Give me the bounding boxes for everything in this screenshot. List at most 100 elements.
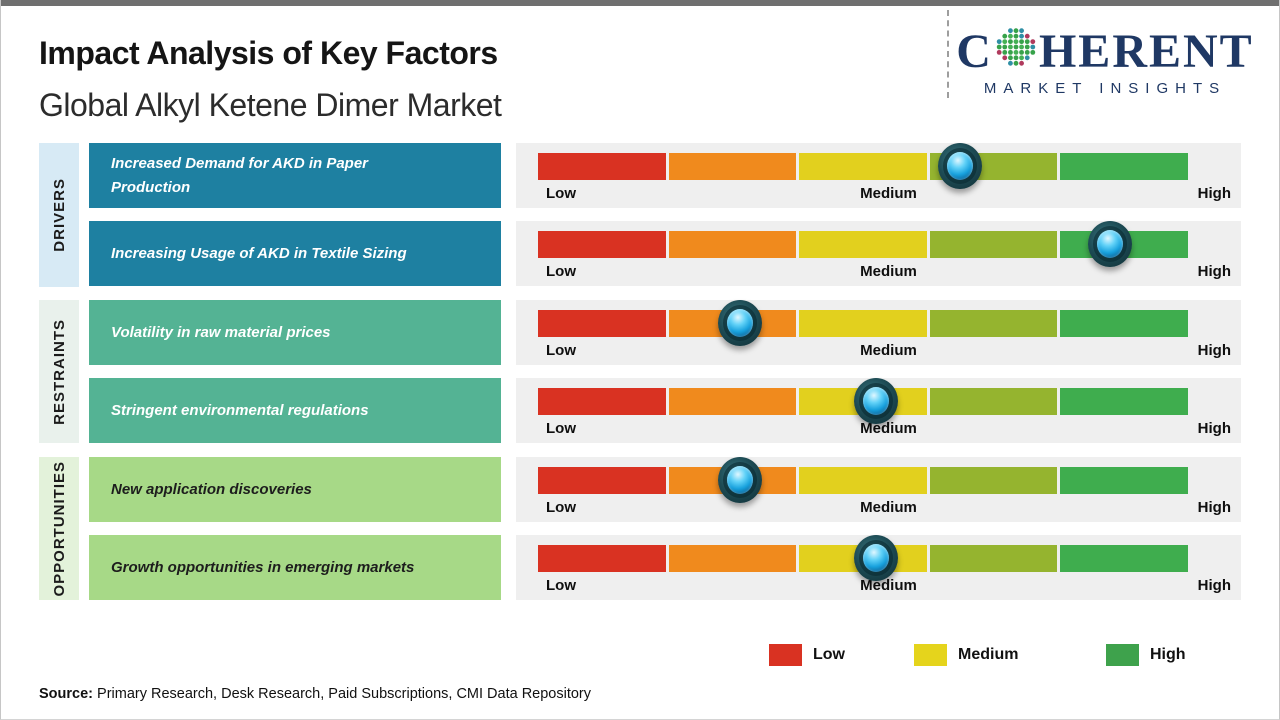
- bar-segment: [1060, 153, 1188, 180]
- scale-label-medium: Medium: [860, 185, 917, 202]
- scale-labels: Low Medium High: [546, 185, 1231, 202]
- brand-logo: C HERENT MARKET INSIGHTS: [955, 26, 1255, 97]
- impact-marker[interactable]: [717, 300, 762, 346]
- impact-track: Low Medium High: [516, 378, 1241, 443]
- source-text: Primary Research, Desk Research, Paid Su…: [93, 686, 592, 702]
- factor-label-line: Increased Demand for AKD in Paper: [111, 155, 369, 173]
- factor-box-raw-material-prices: Volatility in raw material prices: [89, 300, 501, 365]
- brand-letters-herent: HERENT: [1038, 24, 1254, 78]
- impact-track: Low Medium High: [516, 457, 1241, 522]
- source-note: Source: Primary Research, Desk Research,…: [39, 686, 591, 702]
- scale-label-medium: Medium: [860, 577, 917, 594]
- factor-box-new-applications: New application discoveries: [89, 457, 501, 522]
- impact-bar: [538, 378, 1188, 424]
- scale-label-high: High: [1197, 185, 1231, 202]
- bar-segment: [929, 545, 1058, 572]
- legend-label-low: Low: [813, 646, 845, 663]
- impact-marker[interactable]: [717, 457, 762, 503]
- bar-segment: [668, 231, 797, 258]
- scale-label-low: Low: [546, 263, 576, 280]
- bar-segment: [929, 310, 1058, 337]
- group-strip-restraints: RESTRAINTS: [39, 300, 79, 443]
- bar-segment: [929, 467, 1058, 494]
- scale-label-medium: Medium: [860, 420, 917, 437]
- bar-segment: [929, 231, 1058, 258]
- scale-label-high: High: [1197, 263, 1231, 280]
- legend-swatch-medium: [914, 644, 947, 666]
- brand-letter-c: C: [956, 24, 993, 78]
- factor-box-paper-production: Increased Demand for AKD in Paper Produc…: [89, 143, 501, 208]
- legend-item-high: High: [1106, 644, 1186, 666]
- bar-segment: [1060, 310, 1188, 337]
- bar-segment: [538, 388, 666, 415]
- scale-label-low: Low: [546, 499, 576, 516]
- legend-item-medium: Medium: [914, 644, 1018, 666]
- factor-box-emerging-markets: Growth opportunities in emerging markets: [89, 535, 501, 600]
- bar-segment: [799, 467, 927, 494]
- legend-swatch-high: [1106, 644, 1139, 666]
- bar-segment: [668, 153, 797, 180]
- source-label: Source:: [39, 686, 93, 702]
- bar-segment: [538, 467, 666, 494]
- scale-label-medium: Medium: [860, 499, 917, 516]
- scale-labels: Low Medium High: [546, 499, 1231, 516]
- impact-marker[interactable]: [854, 378, 898, 424]
- bar-segment: [538, 153, 666, 180]
- impact-marker[interactable]: [1088, 221, 1132, 267]
- scale-label-high: High: [1197, 342, 1231, 359]
- factor-label: Volatility in raw material prices: [111, 323, 331, 341]
- impact-track: Low Medium High: [516, 221, 1241, 286]
- legend-item-low: Low: [769, 644, 845, 666]
- group-label-opportunities: OPPORTUNITIES: [50, 460, 68, 597]
- bar-segment: [799, 153, 927, 180]
- impact-bar: [538, 221, 1188, 267]
- brand-tagline: MARKET INSIGHTS: [983, 80, 1227, 97]
- group-label-drivers: DRIVERS: [50, 178, 68, 252]
- bar-segment: [1060, 388, 1188, 415]
- bar-segment: [929, 388, 1058, 415]
- header-dashed-divider: [947, 10, 949, 98]
- impact-track: Low Medium High: [516, 143, 1241, 208]
- scale-label-low: Low: [546, 420, 576, 437]
- factor-label: Growth opportunities in emerging markets: [111, 558, 415, 576]
- impact-marker[interactable]: [938, 143, 983, 189]
- bar-segment: [1060, 545, 1188, 572]
- logo-globe-icon: [995, 26, 1037, 77]
- scale-label-medium: Medium: [860, 342, 917, 359]
- scale-label-low: Low: [546, 342, 576, 359]
- group-strip-drivers: DRIVERS: [39, 143, 79, 287]
- group-strip-opportunities: OPPORTUNITIES: [39, 457, 79, 600]
- legend: Low Medium High: [1, 644, 1279, 670]
- factor-label: Increasing Usage of AKD in Textile Sizin…: [111, 244, 407, 262]
- impact-track: Low Medium High: [516, 535, 1241, 600]
- scale-labels: Low Medium High: [546, 420, 1231, 437]
- scale-labels: Low Medium High: [546, 263, 1231, 280]
- impact-bar: [538, 457, 1188, 503]
- factor-label: Stringent environmental regulations: [111, 401, 369, 419]
- page-subtitle: Global Alkyl Ketene Dimer Market: [39, 87, 502, 123]
- scale-label-low: Low: [546, 185, 576, 202]
- scale-label-low: Low: [546, 577, 576, 594]
- factor-label: New application discoveries: [111, 480, 312, 498]
- factor-label-line: Production: [111, 178, 191, 196]
- brand-wordmark: C HERENT: [956, 26, 1253, 77]
- page-title: Impact Analysis of Key Factors: [39, 35, 498, 71]
- scale-label-high: High: [1197, 577, 1231, 594]
- bar-segment: [799, 231, 927, 258]
- bar-segment: [799, 310, 927, 337]
- impact-bar: [538, 300, 1188, 346]
- impact-marker[interactable]: [854, 535, 898, 581]
- impact-bar: [538, 143, 1188, 189]
- bar-segment: [538, 545, 666, 572]
- scale-label-medium: Medium: [860, 263, 917, 280]
- legend-label-high: High: [1150, 646, 1186, 663]
- legend-label-medium: Medium: [958, 646, 1019, 663]
- factor-box-environmental-regulations: Stringent environmental regulations: [89, 378, 501, 443]
- legend-swatch-low: [769, 644, 802, 666]
- bar-segment: [668, 388, 797, 415]
- scale-labels: Low Medium High: [546, 577, 1231, 594]
- scale-labels: Low Medium High: [546, 342, 1231, 359]
- bar-segment: [1060, 467, 1188, 494]
- group-label-restraints: RESTRAINTS: [50, 318, 68, 425]
